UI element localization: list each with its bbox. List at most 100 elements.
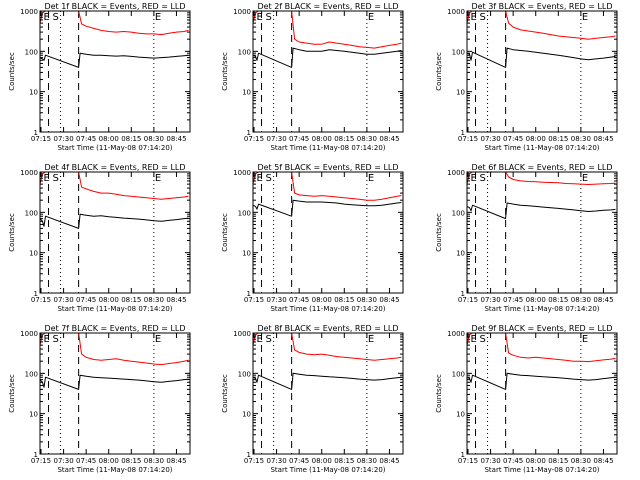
y-tick-label: 1 [461, 129, 465, 137]
y-tick-label: 10 [456, 89, 465, 97]
y-tick-label: 10 [242, 89, 251, 97]
x-tick-label: 07:45 [289, 457, 309, 465]
marker-label: S [480, 12, 486, 23]
x-axis-label: Start Time (11-May-08 07:14:20) [270, 144, 385, 152]
x-tick-label: 08:30 [571, 457, 591, 465]
marker-label: E [471, 173, 477, 184]
x-tick-label: 07:30 [53, 135, 73, 143]
x-tick-label: 07:30 [266, 135, 286, 143]
x-tick-label: 08:00 [312, 135, 332, 143]
x-tick-label: 08:15 [548, 296, 568, 304]
x-tick-label: 08:15 [121, 135, 141, 143]
x-tick-label: 07:15 [244, 296, 264, 304]
series-line-red [466, 332, 616, 363]
marker-label: E [44, 334, 50, 345]
y-tick-label: 1 [461, 451, 465, 459]
x-tick-label: 08:30 [357, 135, 377, 143]
marker-label: E [471, 12, 477, 23]
y-tick-label: 1000 [20, 8, 38, 16]
chart-title: Det 9f BLACK = Events, RED = LLD [471, 324, 612, 333]
x-tick-label: 08:30 [571, 135, 591, 143]
marker-label: S [53, 334, 59, 345]
x-axis-label: Start Time (11-May-08 07:14:20) [57, 305, 172, 313]
x-tick-label: 08:30 [357, 296, 377, 304]
x-axis-label: Start Time (11-May-08 07:14:20) [57, 466, 172, 474]
y-tick-label: 1 [34, 129, 38, 137]
x-tick-label: 08:45 [593, 296, 613, 304]
x-tick-label: 08:45 [166, 296, 186, 304]
y-axis-label: Counts/sec [221, 374, 229, 413]
x-tick-label: 07:45 [503, 296, 523, 304]
marker-label: E [44, 173, 50, 184]
y-tick-label: 10 [242, 411, 251, 419]
x-tick-label: 07:15 [244, 135, 264, 143]
chart-title: Det 5f BLACK = Events, RED = LLD [257, 163, 398, 172]
series-line-black [39, 213, 189, 229]
marker-label: E [471, 334, 477, 345]
plot-frame [39, 332, 191, 455]
y-axis-label: Counts/sec [221, 213, 229, 252]
x-axis-label: Start Time (11-May-08 07:14:20) [270, 466, 385, 474]
marker-label: S [480, 173, 486, 184]
x-tick-label: 07:45 [503, 457, 523, 465]
series-line-black [252, 372, 402, 390]
x-tick-label: 07:15 [31, 135, 51, 143]
x-tick-label: 07:15 [31, 457, 51, 465]
y-tick-label: 1 [247, 129, 251, 137]
x-tick-label: 07:30 [266, 457, 286, 465]
plot-frame [466, 332, 618, 455]
marker-label: E [582, 12, 588, 23]
x-tick-label: 07:30 [480, 135, 500, 143]
marker-label: E [368, 334, 374, 345]
marker-label: S [53, 12, 59, 23]
y-tick-label: 100 [238, 48, 251, 56]
y-axis-label: Counts/sec [435, 213, 443, 252]
chart-title: Det 7f BLACK = Events, RED = LLD [44, 324, 185, 333]
x-tick-label: 08:45 [593, 135, 613, 143]
y-tick-label: 10 [29, 250, 38, 258]
plot-frame [252, 332, 404, 455]
series-line-red [39, 171, 189, 200]
marker-label: E [257, 173, 263, 184]
x-tick-label: 08:30 [571, 296, 591, 304]
x-tick-label: 07:15 [244, 457, 264, 465]
y-tick-label: 1000 [447, 330, 465, 338]
series-line-black [39, 52, 189, 68]
y-tick-label: 1000 [447, 169, 465, 177]
y-tick-label: 100 [452, 370, 465, 378]
x-tick-label: 08:00 [526, 457, 546, 465]
x-tick-label: 07:45 [289, 135, 309, 143]
y-tick-label: 1000 [20, 169, 38, 177]
x-tick-label: 08:30 [144, 296, 164, 304]
x-tick-label: 08:45 [379, 135, 399, 143]
x-tick-label: 08:45 [379, 296, 399, 304]
marker-label: S [266, 334, 272, 345]
marker-label: E [368, 12, 374, 23]
x-tick-label: 07:45 [76, 457, 96, 465]
x-tick-label: 08:15 [548, 457, 568, 465]
marker-label: E [368, 173, 374, 184]
y-tick-label: 1000 [233, 169, 251, 177]
x-tick-label: 08:45 [379, 457, 399, 465]
y-tick-label: 100 [238, 370, 251, 378]
x-tick-label: 08:00 [99, 135, 119, 143]
x-tick-label: 08:15 [334, 296, 354, 304]
x-tick-label: 08:00 [99, 296, 119, 304]
chart-title: Det 4f BLACK = Events, RED = LLD [44, 163, 185, 172]
series-line-red [252, 332, 402, 361]
marker-label: E [582, 173, 588, 184]
y-axis-label: Counts/sec [8, 374, 16, 413]
x-tick-label: 07:30 [480, 457, 500, 465]
x-axis-label: Start Time (11-May-08 07:14:20) [484, 144, 599, 152]
series-line-red [252, 171, 402, 201]
x-tick-label: 07:15 [458, 457, 478, 465]
x-tick-label: 07:15 [458, 296, 478, 304]
x-tick-label: 08:15 [334, 135, 354, 143]
series-line-black [466, 47, 616, 68]
y-tick-label: 100 [25, 370, 38, 378]
x-tick-label: 08:00 [99, 457, 119, 465]
x-tick-label: 07:45 [503, 135, 523, 143]
